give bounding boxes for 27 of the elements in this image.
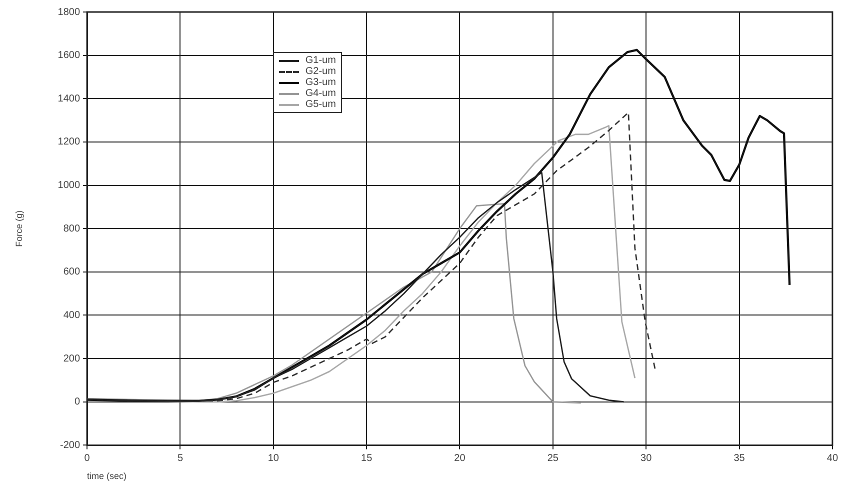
y-tick-label: 800 <box>63 223 80 234</box>
x-tick-label: 5 <box>177 452 184 464</box>
x-tick-label: 10 <box>268 452 280 464</box>
y-tick-label: 1200 <box>58 136 80 148</box>
y-tick-label: 1000 <box>58 180 80 192</box>
x-tick-label: 30 <box>640 452 652 464</box>
y-tick-label: 1600 <box>58 50 80 62</box>
y-tick-label: 1400 <box>58 93 80 104</box>
y-tick-label: 1800 <box>58 6 80 18</box>
y-tick-label: 0 <box>74 396 80 408</box>
x-tick-label: 15 <box>361 452 373 464</box>
x-tick-label: 0 <box>84 452 90 464</box>
legend-label: G4-um <box>305 88 336 99</box>
x-tick-label: 25 <box>547 452 559 464</box>
y-tick-label: 600 <box>63 266 80 278</box>
y-tick-label: -200 <box>60 440 80 451</box>
legend-label: G3-um <box>305 77 336 88</box>
y-tick-label: 400 <box>63 310 80 321</box>
y-axis-title: Force (g) <box>14 210 24 247</box>
x-tick-label: 20 <box>454 452 466 464</box>
legend-label: G1-um <box>305 55 336 66</box>
y-tick-label: 200 <box>63 353 80 364</box>
legend-label: G2-um <box>305 66 336 77</box>
x-tick-label: 35 <box>734 452 746 464</box>
legend-label: G5-um <box>305 99 336 110</box>
x-axis-title: time (sec) <box>87 471 127 482</box>
x-tick-label: 40 <box>826 452 838 464</box>
